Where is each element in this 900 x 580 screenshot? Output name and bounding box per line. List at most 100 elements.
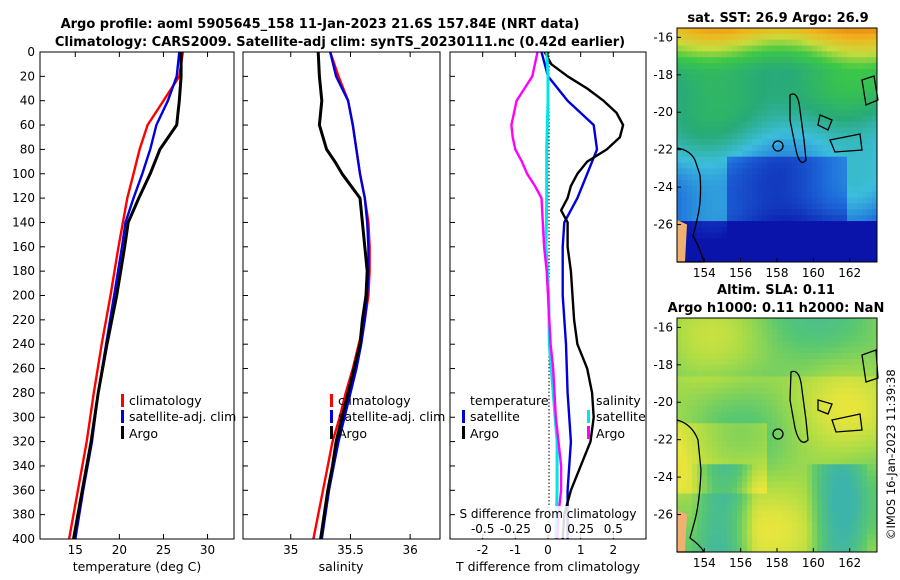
- heatmap-cell: [777, 516, 783, 524]
- heatmap-cell: [837, 238, 843, 245]
- heatmap-cell: [837, 399, 843, 407]
- heatmap-cell: [747, 382, 753, 389]
- heatmap-cell: [712, 150, 718, 158]
- heatmap-cell: [707, 364, 713, 372]
- heatmap-cell: [722, 74, 728, 82]
- heatmap-cell: [732, 481, 738, 489]
- heatmap-cell: [837, 522, 843, 529]
- heatmap-cell: [792, 458, 798, 465]
- heatmap-cell: [732, 98, 738, 105]
- heatmap-cell: [757, 370, 763, 377]
- heatmap-cell: [762, 440, 768, 448]
- heatmap-cell: [732, 121, 738, 128]
- heatmap-cell: [742, 528, 748, 535]
- heatmap-cell: [842, 470, 848, 477]
- heatmap-cell: [712, 109, 718, 117]
- heatmap-cell: [767, 86, 773, 93]
- heatmap-cell: [697, 232, 703, 239]
- imos-timestamp: ©IMOS 16-Jan-2023 11:39:38: [884, 369, 898, 540]
- heatmap-cell: [817, 511, 823, 518]
- depth-tick-label: 240: [12, 337, 35, 351]
- heatmap-cell: [872, 382, 878, 389]
- heatmap-cell: [767, 156, 773, 163]
- heatmap-cell: [872, 168, 878, 175]
- heatmap-cell: [772, 399, 778, 407]
- heatmap-cell: [817, 353, 823, 360]
- heatmap-cell: [752, 405, 758, 412]
- heatmap-cell: [852, 86, 858, 93]
- heatmap-cell: [747, 197, 753, 204]
- heatmap-cell: [872, 522, 878, 529]
- map-y-tick-label: -26: [653, 218, 673, 232]
- heatmap-cell: [837, 458, 843, 465]
- heatmap-cell: [742, 318, 748, 325]
- heatmap-cell: [847, 417, 853, 424]
- heatmap-cell: [687, 57, 693, 64]
- map-y-tick-label: -22: [653, 143, 673, 157]
- heatmap-cell: [832, 28, 838, 35]
- heatmap-cell: [782, 180, 788, 187]
- heatmap-cell: [807, 318, 813, 325]
- heatmap-cell: [747, 203, 753, 210]
- legend-s-argo-label: Argo: [596, 426, 625, 441]
- map-y-tick-label: -22: [653, 433, 673, 447]
- heatmap-cell: [702, 394, 708, 401]
- map-y-tick-label: -16: [653, 30, 673, 44]
- heatmap-cell: [797, 226, 803, 234]
- heatmap-cell: [777, 335, 783, 342]
- legend-satellite-swatch: [330, 410, 333, 423]
- heatmap-cell: [837, 104, 843, 111]
- heatmap-cell: [817, 109, 823, 117]
- heatmap-cell: [867, 115, 873, 122]
- heatmap-cell: [767, 516, 773, 524]
- heatmap-cell: [827, 209, 833, 216]
- heatmap-cell: [797, 364, 803, 372]
- heatmap-cell: [747, 139, 753, 146]
- heatmap-cell: [782, 429, 788, 436]
- heatmap-cell: [867, 540, 873, 547]
- heatmap-cell: [842, 104, 848, 111]
- heatmap-cell: [757, 411, 763, 418]
- heatmap-cell: [717, 109, 723, 117]
- heatmap-cell: [767, 470, 773, 477]
- heatmap-cell: [742, 221, 748, 228]
- heatmap-cell: [742, 74, 748, 82]
- sla-heatmap-cells: [677, 318, 878, 553]
- heatmap-cell: [872, 109, 878, 117]
- heatmap-cell: [837, 197, 843, 204]
- heatmap-cell: [782, 475, 788, 483]
- heatmap-cell: [732, 516, 738, 524]
- heatmap-cell: [742, 376, 748, 383]
- heatmap-cell: [812, 174, 818, 181]
- heatmap-cell: [862, 238, 868, 245]
- heatmap-cell: [722, 370, 728, 377]
- heatmap-cell: [732, 180, 738, 187]
- heatmap-cell: [832, 323, 838, 331]
- heatmap-cell: [742, 145, 748, 152]
- heatmap-cell: [712, 28, 718, 35]
- heatmap-cell: [852, 481, 858, 489]
- heatmap-cell: [757, 505, 763, 512]
- heatmap-cell: [687, 505, 693, 512]
- heatmap-cell: [822, 250, 828, 257]
- heatmap-cell: [847, 446, 853, 453]
- heatmap-cell: [802, 104, 808, 111]
- heatmap-cell: [722, 92, 728, 99]
- heatmap-cell: [707, 115, 713, 122]
- heatmap-cell: [687, 318, 693, 325]
- heatmap-cell: [772, 92, 778, 99]
- heatmap-cell: [862, 382, 868, 389]
- heatmap-cell: [847, 318, 853, 325]
- heatmap-cell: [817, 399, 823, 407]
- heatmap-cell: [872, 358, 878, 366]
- heatmap-cell: [717, 470, 723, 477]
- heatmap-cell: [692, 250, 698, 257]
- heatmap-cell: [712, 399, 718, 407]
- heatmap-cell: [762, 318, 768, 325]
- heatmap-cell: [772, 221, 778, 228]
- heatmap-cell: [707, 388, 713, 395]
- heatmap-cell: [772, 429, 778, 436]
- heatmap-cell: [862, 98, 868, 105]
- heatmap-cell: [692, 475, 698, 483]
- heatmap-cell: [852, 435, 858, 442]
